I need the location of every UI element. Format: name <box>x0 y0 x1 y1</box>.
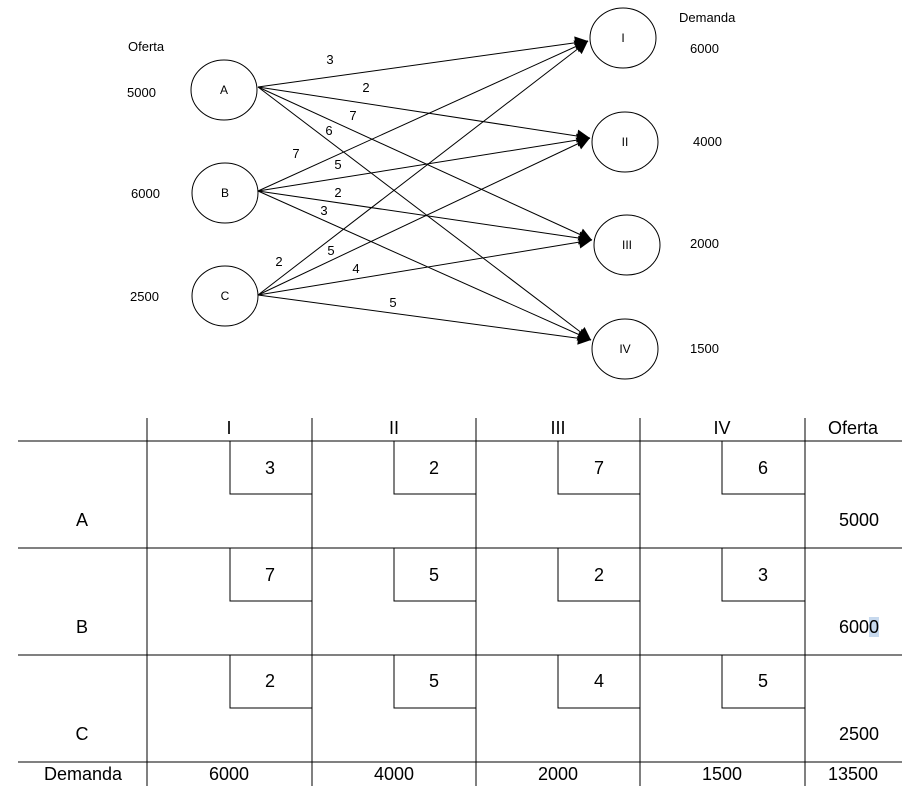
edge-cost-A-I: 3 <box>326 52 333 67</box>
col-header-oferta: Oferta <box>827 418 879 438</box>
supply-B[interactable]: 6000 <box>838 617 880 637</box>
destination-node-I <box>589 7 657 69</box>
destination-node-label-I: I <box>621 31 624 45</box>
destination-node-label-II: II <box>622 135 629 149</box>
edge-C-III <box>257 235 593 296</box>
edge-A-II <box>257 86 591 143</box>
supply-title: Oferta <box>128 39 165 54</box>
edge-cost-A-IV: 6 <box>325 123 332 138</box>
cost-B-II: 5 <box>428 565 440 585</box>
edge-A-I <box>257 36 589 88</box>
col-header-I: I <box>226 418 232 438</box>
destination-value-I: 6000 <box>690 41 719 56</box>
col-header-IV: IV <box>713 418 731 438</box>
destination-value-IV: 1500 <box>690 341 719 356</box>
edge-A-III <box>257 86 593 241</box>
edge-cost-B-IV: 3 <box>320 203 327 218</box>
cost-A-I: 3 <box>264 458 276 478</box>
source-node-label-C: C <box>221 289 230 303</box>
col-header-II: II <box>388 418 400 438</box>
demand-title: Demanda <box>679 10 736 25</box>
destination-node-label-III: III <box>622 238 632 252</box>
cost-C-I: 2 <box>264 671 276 691</box>
edge-cost-C-II: 5 <box>327 243 334 258</box>
edge-A-IV <box>257 86 592 341</box>
source-value-A: 5000 <box>127 85 156 100</box>
source-node-B <box>191 162 259 224</box>
edge-B-II <box>257 133 591 192</box>
cost-A-II: 2 <box>428 458 440 478</box>
demand-III: 2000 <box>537 764 579 784</box>
destination-node-label-IV: IV <box>619 342 630 356</box>
demand-I: 6000 <box>208 764 250 784</box>
col-header-III: III <box>550 418 566 438</box>
edge-cost-A-II: 2 <box>362 80 369 95</box>
source-node-C <box>191 265 259 327</box>
cost-A-III: 7 <box>593 458 605 478</box>
destination-value-III: 2000 <box>690 236 719 251</box>
demand-II: 4000 <box>373 764 415 784</box>
supply-C: 2500 <box>838 724 880 744</box>
source-value-B: 6000 <box>131 186 160 201</box>
edge-cost-B-I: 7 <box>292 146 299 161</box>
cost-C-II: 5 <box>428 671 440 691</box>
supply-A: 5000 <box>838 510 880 530</box>
cost-B-III: 2 <box>593 565 605 585</box>
edge-C-IV <box>257 294 592 345</box>
row-label-B: B <box>75 617 89 637</box>
supply-B-main: 600 <box>838 617 870 637</box>
supply-B-selected-digit[interactable]: 0 <box>869 617 880 637</box>
destination-node-IV <box>591 318 659 380</box>
edge-cost-C-I: 2 <box>275 254 282 269</box>
destination-value-II: 4000 <box>693 134 722 149</box>
source-node-label-B: B <box>221 186 229 200</box>
cost-B-I: 7 <box>264 565 276 585</box>
edge-B-I <box>257 40 589 192</box>
source-node-label-A: A <box>220 83 228 97</box>
row-label-A: A <box>75 510 89 530</box>
destination-node-III <box>593 214 661 276</box>
edge-cost-B-II: 5 <box>334 157 341 172</box>
demand-IV: 1500 <box>701 764 743 784</box>
cost-A-IV: 6 <box>757 458 769 478</box>
edge-C-II <box>257 137 591 296</box>
edge-B-IV <box>257 190 592 341</box>
edge-cost-C-IV: 5 <box>389 295 396 310</box>
edge-C-I <box>257 40 589 296</box>
destination-node-II <box>591 111 659 173</box>
source-node-A <box>190 59 258 121</box>
edge-cost-A-III: 7 <box>349 108 356 123</box>
cost-C-IV: 5 <box>757 671 769 691</box>
demand-total: 13500 <box>827 764 879 784</box>
row-label-C: C <box>75 724 89 744</box>
source-value-C: 2500 <box>130 289 159 304</box>
edge-cost-B-III: 2 <box>334 185 341 200</box>
cost-B-IV: 3 <box>757 565 769 585</box>
footer-label-demanda: Demanda <box>43 764 123 784</box>
edge-cost-C-III: 4 <box>352 261 359 276</box>
cost-C-III: 4 <box>593 671 605 691</box>
